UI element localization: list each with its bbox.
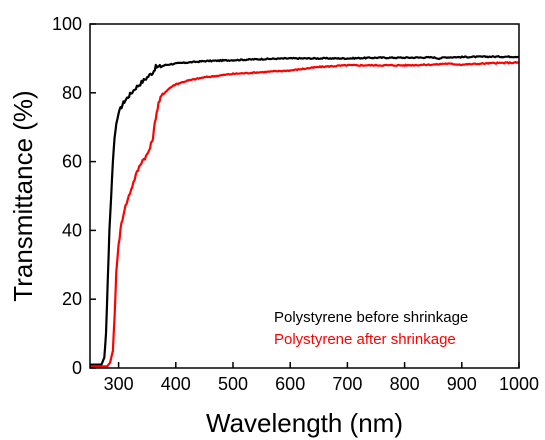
plot-frame (89, 23, 520, 369)
legend: Polystyrene before shrinkage Polystyrene… (274, 309, 468, 348)
x-tick-label: 900 (447, 374, 477, 394)
y-tick-label: 40 (62, 220, 82, 240)
y-tick-label: 20 (62, 289, 82, 309)
y-tick-label: 60 (62, 152, 82, 172)
x-tick-label: 500 (218, 374, 248, 394)
series-line-0 (89, 54, 520, 366)
y-tick-label: 100 (52, 14, 82, 34)
plot-content (89, 54, 520, 368)
x-axis-title: Wavelength (nm) (206, 408, 403, 438)
legend-entry-after: Polystyrene after shrinkage (274, 331, 456, 348)
x-axis-ticks: 300 400 500 600 700 800 900 1000 (104, 362, 539, 394)
x-tick-label: 600 (275, 374, 305, 394)
x-tick-label: 300 (104, 374, 134, 394)
x-tick-label: 1000 (499, 374, 539, 394)
y-axis-ticks: 0 20 40 60 80 100 (52, 14, 96, 378)
y-axis-title: Transmittance (%) (8, 90, 38, 301)
x-tick-label: 800 (390, 374, 420, 394)
x-tick-label: 700 (332, 374, 362, 394)
x-tick-label: 400 (161, 374, 191, 394)
y-tick-label: 80 (62, 83, 82, 103)
legend-entry-before: Polystyrene before shrinkage (274, 309, 468, 326)
y-tick-label: 0 (72, 358, 82, 378)
series-line-1 (89, 60, 520, 368)
